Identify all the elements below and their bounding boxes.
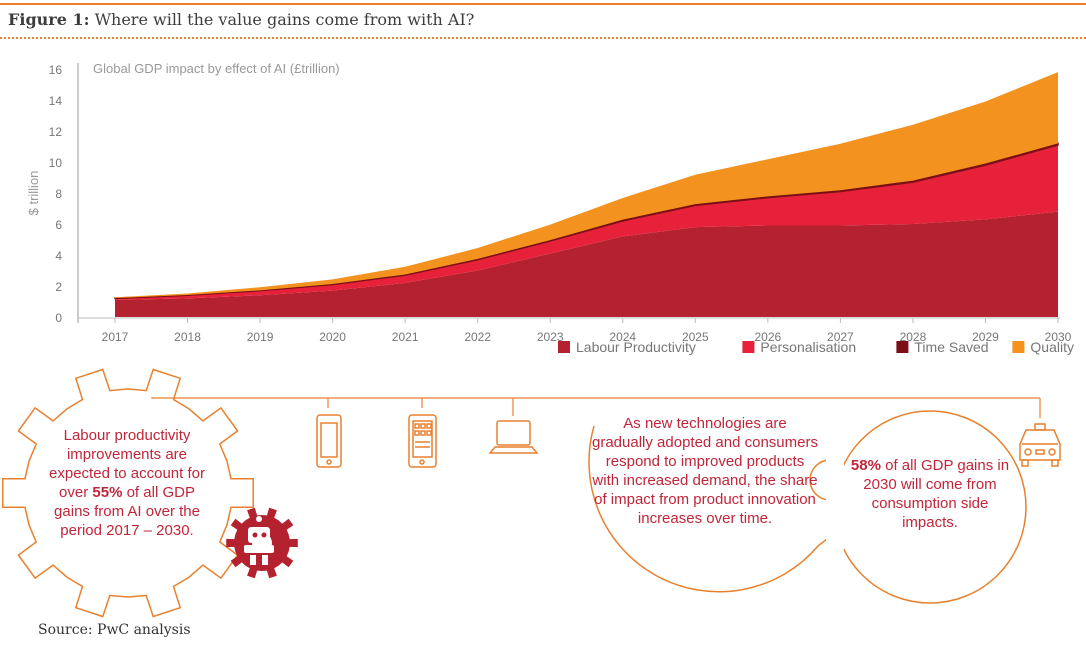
y-tick-label: 8: [55, 187, 62, 201]
labour-callout: Labour productivity improvements are exp…: [44, 426, 210, 540]
car-icon: [1019, 423, 1061, 467]
labour-callout-percent: 55%: [92, 484, 123, 501]
area-series-labour-productivity: [115, 211, 1058, 317]
legend-label: Time Saved: [914, 339, 988, 355]
y-tick-label: 0: [55, 311, 62, 325]
adoption-callout: As new technologies are gradually adopte…: [592, 414, 818, 528]
dotted-divider: [0, 37, 1086, 39]
adoption-callout-text: As new technologies are gradually adopte…: [592, 415, 818, 527]
labour-callout-text: Labour productivity improvements are exp…: [49, 427, 205, 501]
source-note: Source: PwC analysis: [38, 622, 191, 638]
tablet-icon: [408, 414, 437, 468]
x-tick-label: 2023: [537, 330, 564, 344]
figure-label: Figure 1:: [8, 10, 90, 29]
infographic-decoration: [2, 368, 1061, 618]
consumption-callout: 58% of all GDP gains in 2030 will come f…: [846, 456, 1014, 532]
area-series-quality: [115, 72, 1058, 299]
y-tick-label: 14: [49, 94, 63, 108]
smartphone-icon: [316, 414, 342, 468]
x-tick-label: 2025: [682, 330, 709, 344]
x-tick-label: 2028: [900, 330, 927, 344]
y-tick-label: 12: [49, 125, 63, 139]
legend-swatch: [1012, 341, 1025, 353]
laptop-icon: [488, 420, 539, 454]
x-tick-label: 2026: [754, 330, 781, 344]
legend-label: Quality: [1030, 339, 1074, 355]
x-tick-label: 2021: [392, 330, 419, 344]
y-tick-label: 6: [55, 218, 62, 232]
legend-swatch: [742, 341, 755, 353]
gear-outline-icon: [2, 368, 254, 618]
figure-title-text: Where will the value gains come from wit…: [94, 10, 475, 29]
y-tick-label: 4: [55, 249, 62, 263]
x-tick-label: 2027: [827, 330, 854, 344]
y-tick-label: 16: [49, 63, 63, 77]
x-tick-label: 2024: [609, 330, 636, 344]
connector-line: [151, 397, 1040, 399]
x-tick-label: 2029: [972, 330, 999, 344]
consumption-callout-text: of all GDP gains in 2030 will come from …: [863, 457, 1010, 531]
top-rule: [0, 3, 1086, 5]
figure-title: Figure 1: Where will the value gains com…: [8, 10, 474, 29]
y-axis-label: $ trillion: [26, 171, 41, 216]
x-tick-label: 2030: [1045, 330, 1072, 344]
legend-swatch: [558, 341, 570, 353]
y-tick-label: 2: [55, 280, 62, 294]
stacked-area-chart: 0 2 4 6 8 10 12 14 16 2017 2018 2019 2020 2021 2022 202…: [26, 61, 1074, 355]
y-tick-label: 10: [49, 156, 63, 170]
robot-gear-icon: [226, 507, 298, 579]
chart-title: Global GDP impact by effect of AI (£tril…: [93, 61, 340, 76]
arc-mid: [809, 459, 831, 501]
x-tick-label: 2019: [247, 330, 274, 344]
x-tick-label: 2020: [319, 330, 346, 344]
area-series-personalisation: [115, 144, 1058, 300]
x-tick-label: 2018: [174, 330, 201, 344]
legend-label: Personalisation: [760, 339, 856, 355]
x-tick-label: 2022: [464, 330, 491, 344]
consumption-callout-percent: 58%: [850, 457, 881, 474]
arc-left: [588, 425, 819, 593]
labour-callout-text-end: of all GDP gains from AI over the period…: [54, 484, 200, 539]
legend-label: Labour Productivity: [576, 339, 696, 355]
x-tick-label: 2017: [102, 330, 129, 344]
legend-swatch: [896, 341, 909, 353]
circle-gap: [826, 420, 844, 550]
